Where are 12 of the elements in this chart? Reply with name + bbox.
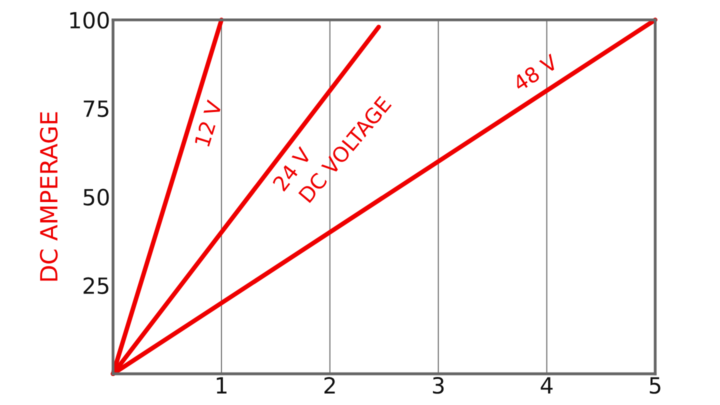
y-tick-label: 75 [84,100,108,118]
x-tick-label: 1 [216,377,226,394]
y-tick-label: 100 [70,12,109,29]
x-tick-label: 2 [324,376,335,394]
text: 12 V [194,99,222,147]
x-tick-label: 4 [540,377,553,394]
x-tick-label: 3 [432,376,444,394]
y-tick-label: 25 [84,277,108,294]
x-tick-label: 5 [650,377,660,394]
text: 48 V [512,53,560,92]
y-tick-label: 50 [84,188,109,206]
y-axis-title: DC AMPERAGE [40,112,58,281]
